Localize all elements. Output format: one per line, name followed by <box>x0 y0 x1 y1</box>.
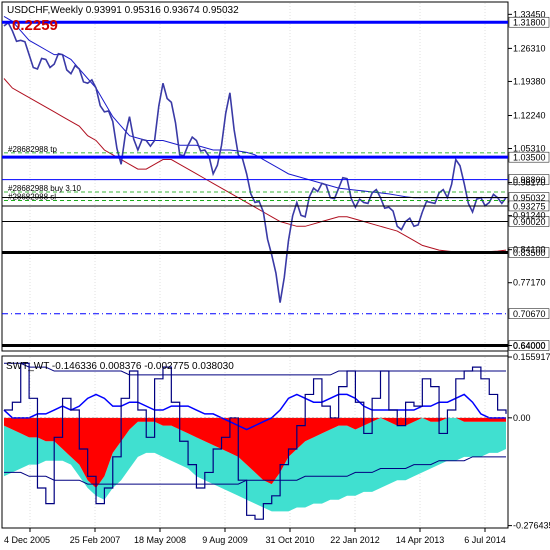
indicator-tick-label: 0.155917 <box>513 352 550 362</box>
price-tick-label: 0.98170 <box>513 178 546 188</box>
price-series-layer <box>3 21 507 303</box>
symbol-header: USDCHF,Weekly 0.93991 0.95316 0.93674 0.… <box>7 5 239 16</box>
price-pane[interactable] <box>1 1 509 352</box>
x-tick-label: 9 Aug 2009 <box>202 535 248 545</box>
level-badge-label: 0.64000 <box>513 341 546 351</box>
level-badge-label: 0.90020 <box>513 217 546 227</box>
indicator-header: SWT_WT -0.146336 0.008376 -0.002775 0.03… <box>6 361 234 372</box>
price-line <box>3 21 507 303</box>
x-tick-label: 14 Apr 2013 <box>396 535 445 545</box>
big-value-label: 0.2259 <box>12 17 58 34</box>
indicator-tick-label: 0.00 <box>513 413 531 423</box>
fast-moving-average <box>3 78 507 254</box>
upper-envelope-line <box>4 362 506 376</box>
price-tick-label: 1.26310 <box>513 43 546 53</box>
x-tick-label: 22 Jan 2012 <box>330 535 380 545</box>
level-badge <box>508 308 550 319</box>
price-tick-label: 1.19380 <box>513 76 546 86</box>
level-badge-label: 1.31800 <box>513 18 546 28</box>
red-histogram-area <box>4 417 506 489</box>
axis-labels-layer: 4 Dec 2005 25 Feb 2007 18 May 2008 9 Aug 20… <box>4 9 550 545</box>
indicator-series-layer <box>3 362 507 520</box>
order-annotation-label: #28682988 sl <box>8 193 56 202</box>
level-badge-label: 0.93275 <box>513 201 546 211</box>
level-badge <box>508 247 550 258</box>
x-tick-label: 31 Oct 2010 <box>265 535 314 545</box>
x-tick-label: 4 Dec 2005 <box>4 535 50 545</box>
order-annotations-layer: #28682988 tp #28682988 buy 3.10#28682988 … <box>4 145 506 202</box>
level-badge-label: 1.03500 <box>513 153 546 163</box>
price-tick-label: 1.33450 <box>513 9 546 19</box>
lower-envelope-line <box>4 456 506 485</box>
price-tick-label: 0.64000 <box>513 341 546 351</box>
x-tick-label: 25 Feb 2007 <box>70 535 121 545</box>
price-tick-label: 1.12240 <box>513 110 546 120</box>
price-tick-label: 1.05310 <box>513 144 546 154</box>
level-badge <box>508 151 550 163</box>
price-tick-label: 0.84100 <box>513 245 546 255</box>
level-badge <box>508 174 550 185</box>
order-annotation-label: #28682988 buy 3.10 <box>8 184 82 193</box>
price-tick-label: 0.77170 <box>513 278 546 288</box>
level-badge <box>508 216 550 227</box>
level-badge-label: 0.95032 <box>513 193 546 203</box>
price-tick-label: 0.91240 <box>513 211 546 221</box>
cyan-histogram-area <box>4 417 506 512</box>
level-badge <box>508 200 550 212</box>
level-badge-label: 0.70670 <box>513 309 546 319</box>
level-badge-label: 0.83500 <box>513 248 546 258</box>
indicator-tick-label: -0.276435 <box>513 521 550 531</box>
order-annotation-label: #28682988 tp <box>8 145 57 154</box>
oscillator-line <box>4 362 507 520</box>
level-badge-label: 0.98800 <box>513 175 546 185</box>
x-tick-label: 18 May 2008 <box>134 535 186 545</box>
level-badge <box>508 16 550 28</box>
x-tick-label: 6 Jul 2014 <box>464 535 506 545</box>
